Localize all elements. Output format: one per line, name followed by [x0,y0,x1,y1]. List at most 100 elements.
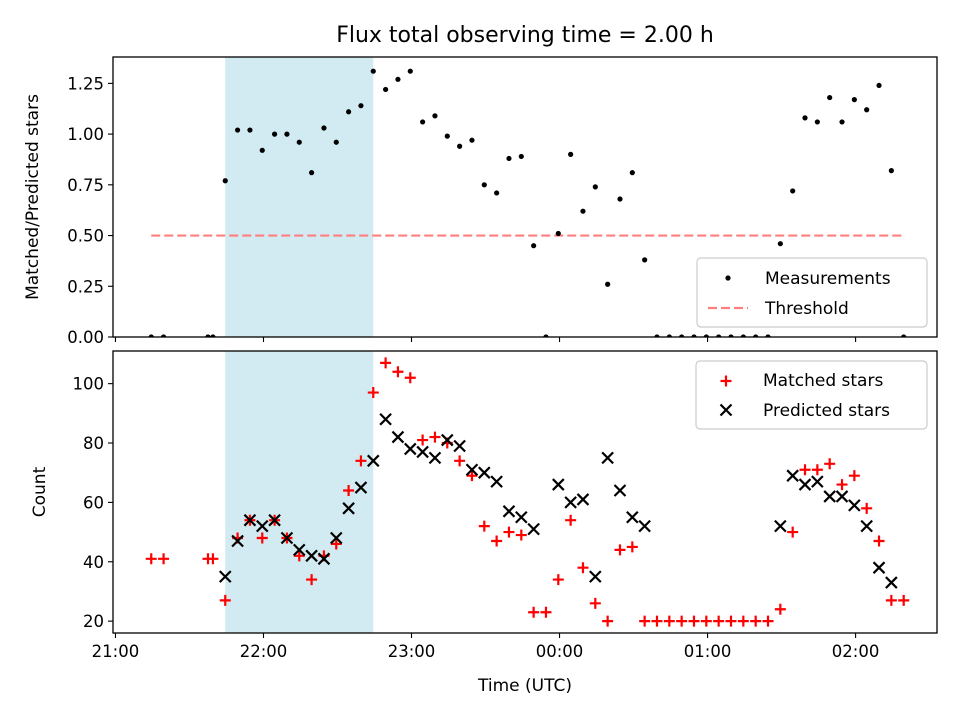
chart-title: Flux total observing time = 2.00 h [336,23,714,48]
x-tick-label: 21:00 [92,642,140,661]
measurement-point [358,103,364,109]
matched-stars-point [417,434,429,446]
matched-stars-point [367,387,379,399]
y-tick-label: 20 [83,612,104,631]
matched-stars-point [651,615,663,627]
measurement-point [432,113,438,119]
matched-stars-point [145,553,157,565]
matched-stars-point [565,514,577,526]
predicted-stars-point [515,510,528,524]
measurement-point [308,170,315,176]
matched-stars-point [861,502,873,514]
shaded-region [225,57,374,337]
matched-stars-point [503,526,515,538]
legend-label-matched: Matched stars [763,371,883,391]
measurement-point [271,131,278,137]
predicted-stars-point [848,499,861,512]
matched-stars-point [811,464,823,476]
measurement-point [469,137,475,143]
measurement-point [580,208,586,214]
measurement-point [383,86,389,93]
predicted-stars-point [613,484,627,497]
y-tick-label: 40 [83,553,104,572]
predicted-stars-point [502,505,516,518]
matched-stars-point [602,615,614,627]
predicted-stars-point [231,534,244,548]
predicted-stars-point [552,478,565,491]
legend-marker-matched [720,375,732,387]
measurement-point [888,168,894,174]
y-axis-label: Count [30,466,50,517]
x-tick-label: 01:00 [684,642,732,661]
measurement-point [592,184,598,190]
measurement-point [234,127,241,133]
measurement-point [222,178,228,184]
matched-stars-point [824,458,836,470]
predicted-stars-point [453,439,466,453]
legend-marker-measurements [725,275,731,281]
matched-stars-point [737,615,749,627]
matched-stars-point [626,541,638,553]
measurement-point [864,107,870,113]
matched-stars-point [552,574,564,586]
matched-stars-point [676,615,688,627]
measurement-point [642,257,648,263]
matched-stars-point [713,615,725,627]
predicted-stars-point [589,570,602,583]
measurement-point [395,76,401,82]
matched-stars-point [873,535,885,547]
measurement-point [407,68,413,74]
predicted-stars-point [774,519,787,533]
matched-stars-point [219,594,231,606]
predicted-stars-point [317,552,331,566]
matched-stars-point [392,366,404,378]
predicted-stars-point [404,442,417,456]
plot-area [148,68,907,337]
measurement-point [839,119,845,125]
matched-stars-point [688,615,700,627]
matched-stars-point [898,594,910,606]
predicted-stars-point [835,490,849,503]
matched-stars-point [577,562,589,574]
y-tick-label: 1.00 [67,125,104,144]
matched-stars-point [466,470,478,482]
matched-stars-point [158,553,170,565]
y-tick-label: 0.75 [67,176,104,195]
y-tick-label: 1.25 [67,74,104,93]
y-tick-label: 0.25 [67,277,104,296]
matched-stars-point [207,553,219,565]
predicted-stars-point [786,469,799,482]
measurement-point [802,115,808,121]
measurement-point [851,97,857,103]
matched-stars-point [491,535,503,547]
measurement-point [777,241,783,247]
measurement-point [876,82,882,89]
axes-frame [112,350,938,634]
predicted-stars-point [823,490,836,503]
measurement-point [333,139,339,145]
measurement-point [247,127,253,133]
y-tick-label: 0.00 [67,328,104,347]
predicted-stars-point [885,576,898,589]
matched-stars-point [774,603,786,615]
predicted-stars-point [280,531,294,545]
matched-stars-point [306,574,318,586]
predicted-stars-point [638,519,651,533]
predicted-stars-point [391,430,405,444]
matched-stars-point [404,372,416,384]
predicted-stars-point [872,561,886,574]
matched-stars-point [700,615,712,627]
matched-stars-point [454,455,466,467]
matched-stars-point [343,485,355,497]
predicted-stars-point [601,451,614,465]
y-axis-label: Matched/Predicted stars [23,94,43,300]
matched-stars-point [589,597,601,609]
x-tick-label: 00:00 [536,642,584,661]
measurement-point [481,182,487,188]
measurement-point [605,281,611,287]
predicted-stars-point [465,463,479,477]
matched-stars-point [787,526,799,538]
measurement-point [444,133,450,139]
